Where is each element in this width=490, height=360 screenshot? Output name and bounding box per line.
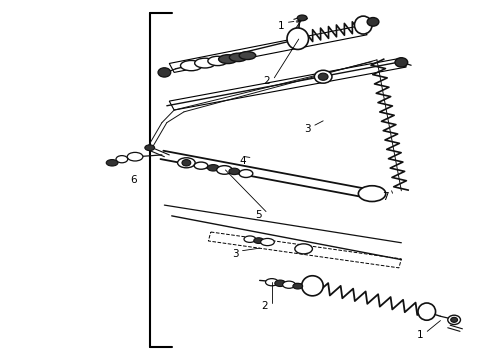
Ellipse shape bbox=[283, 281, 295, 288]
Ellipse shape bbox=[293, 283, 303, 289]
Ellipse shape bbox=[116, 156, 128, 163]
Ellipse shape bbox=[358, 186, 386, 202]
Ellipse shape bbox=[106, 159, 118, 166]
Ellipse shape bbox=[194, 162, 208, 169]
Ellipse shape bbox=[302, 276, 323, 296]
Ellipse shape bbox=[177, 158, 195, 168]
Ellipse shape bbox=[367, 18, 379, 26]
Ellipse shape bbox=[244, 236, 256, 242]
Ellipse shape bbox=[239, 51, 256, 59]
Ellipse shape bbox=[208, 56, 227, 66]
Ellipse shape bbox=[127, 152, 143, 161]
Ellipse shape bbox=[318, 73, 328, 80]
Ellipse shape bbox=[182, 159, 191, 166]
Ellipse shape bbox=[254, 238, 264, 243]
Ellipse shape bbox=[229, 53, 247, 62]
Ellipse shape bbox=[448, 315, 461, 324]
Ellipse shape bbox=[261, 238, 274, 246]
Ellipse shape bbox=[275, 280, 286, 287]
Ellipse shape bbox=[266, 279, 278, 286]
Ellipse shape bbox=[315, 70, 332, 83]
Text: 7: 7 bbox=[382, 192, 389, 202]
Ellipse shape bbox=[207, 165, 219, 171]
Ellipse shape bbox=[229, 168, 240, 175]
Ellipse shape bbox=[217, 166, 232, 174]
Ellipse shape bbox=[395, 58, 408, 67]
Ellipse shape bbox=[145, 145, 155, 150]
Ellipse shape bbox=[354, 16, 372, 34]
Text: 3: 3 bbox=[232, 249, 239, 259]
Ellipse shape bbox=[451, 318, 458, 322]
Ellipse shape bbox=[239, 170, 253, 177]
Ellipse shape bbox=[297, 15, 307, 21]
Ellipse shape bbox=[180, 60, 202, 71]
Ellipse shape bbox=[295, 244, 313, 254]
Ellipse shape bbox=[287, 28, 309, 49]
Text: 1: 1 bbox=[278, 21, 285, 31]
Ellipse shape bbox=[195, 58, 215, 68]
Ellipse shape bbox=[158, 68, 171, 77]
Text: 2: 2 bbox=[264, 76, 270, 86]
Ellipse shape bbox=[219, 55, 237, 64]
Text: 3: 3 bbox=[304, 124, 311, 134]
Ellipse shape bbox=[418, 303, 436, 320]
Text: 2: 2 bbox=[261, 301, 268, 311]
Text: 5: 5 bbox=[255, 210, 262, 220]
Text: 1: 1 bbox=[416, 330, 423, 340]
Text: 4: 4 bbox=[239, 156, 246, 166]
Text: 6: 6 bbox=[130, 175, 137, 185]
